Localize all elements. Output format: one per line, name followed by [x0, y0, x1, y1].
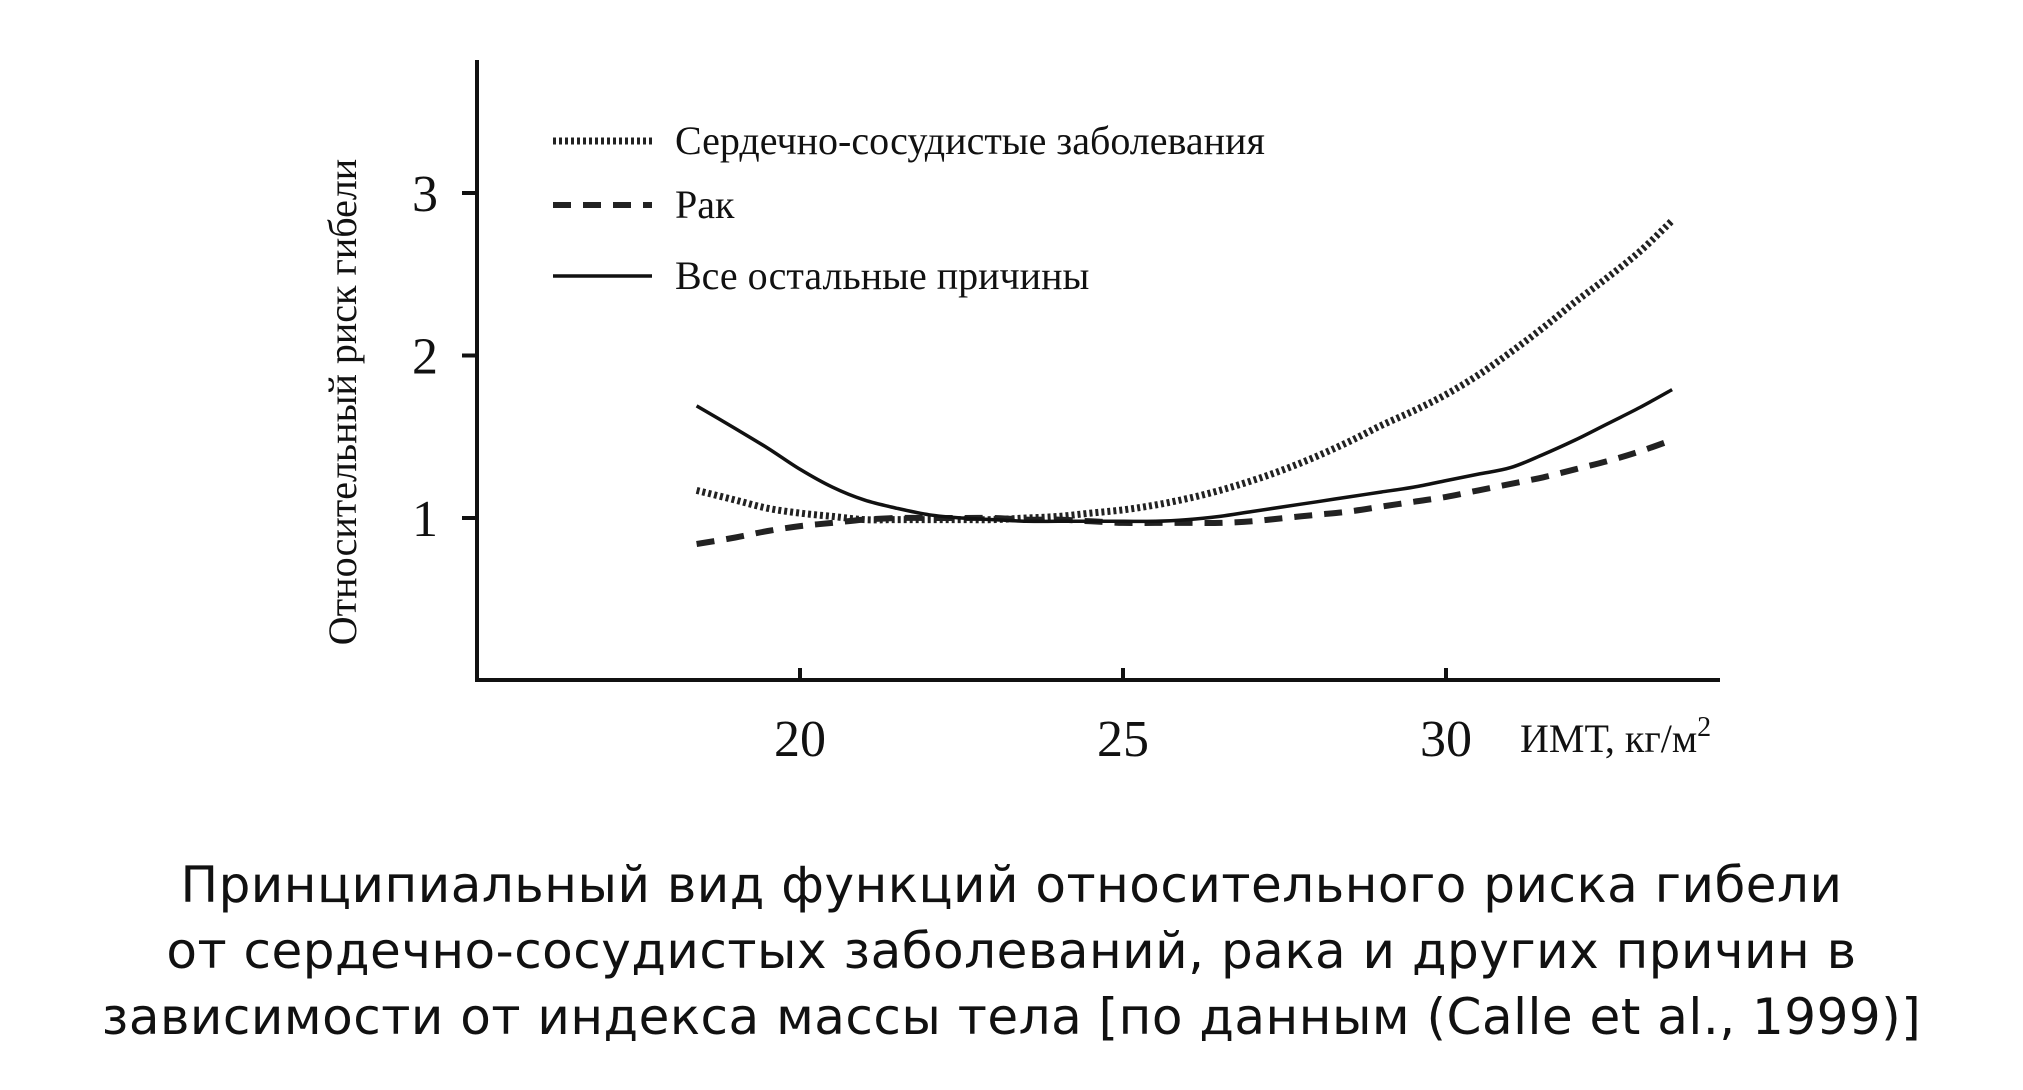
caption-line-2: от сердечно-сосудистых заболеваний, рака… — [166, 922, 1857, 980]
legend: Сердечно-сосудистые заболевания Рак Все ос… — [553, 118, 1265, 298]
legend-label-cardiovascular: Сердечно-сосудистые заболевания — [675, 118, 1265, 163]
plot-area: 20 25 30 1 2 3 — [412, 60, 1720, 768]
series-group — [695, 218, 1675, 547]
x-ticks: 20 25 30 — [774, 668, 1472, 768]
series-line-cancer — [696, 437, 1674, 547]
y-tick-label-3: 3 — [412, 166, 438, 223]
x-axis-title-superscript: 2 — [1697, 712, 1711, 743]
y-axis-title: Относительный риск гибели — [320, 159, 365, 645]
x-tick-label-30: 30 — [1420, 711, 1472, 768]
x-tick-label-20: 20 — [774, 711, 826, 768]
series-line-other-causes — [695, 388, 1673, 524]
y-tick-label-2: 2 — [412, 329, 438, 386]
legend-label-other-causes: Все остальные причины — [675, 253, 1089, 298]
legend-label-cancer: Рак — [675, 182, 735, 227]
x-axis-title-text: ИМТ, кг/м — [1520, 716, 1697, 761]
caption-line-1: Принципиальный вид функций относительног… — [180, 856, 1843, 914]
x-axis-title: ИМТ, кг/м2 — [1520, 712, 1711, 761]
caption-line-3: зависимости от индекса массы тела [по да… — [101, 988, 1922, 1046]
series-line-cardiovascular — [695, 218, 1675, 524]
figure-caption: Принципиальный вид функций относительног… — [0, 852, 2023, 1050]
x-tick-label-25: 25 — [1097, 711, 1149, 768]
y-tick-label-1: 1 — [412, 491, 438, 548]
y-ticks: 1 2 3 — [412, 166, 477, 548]
